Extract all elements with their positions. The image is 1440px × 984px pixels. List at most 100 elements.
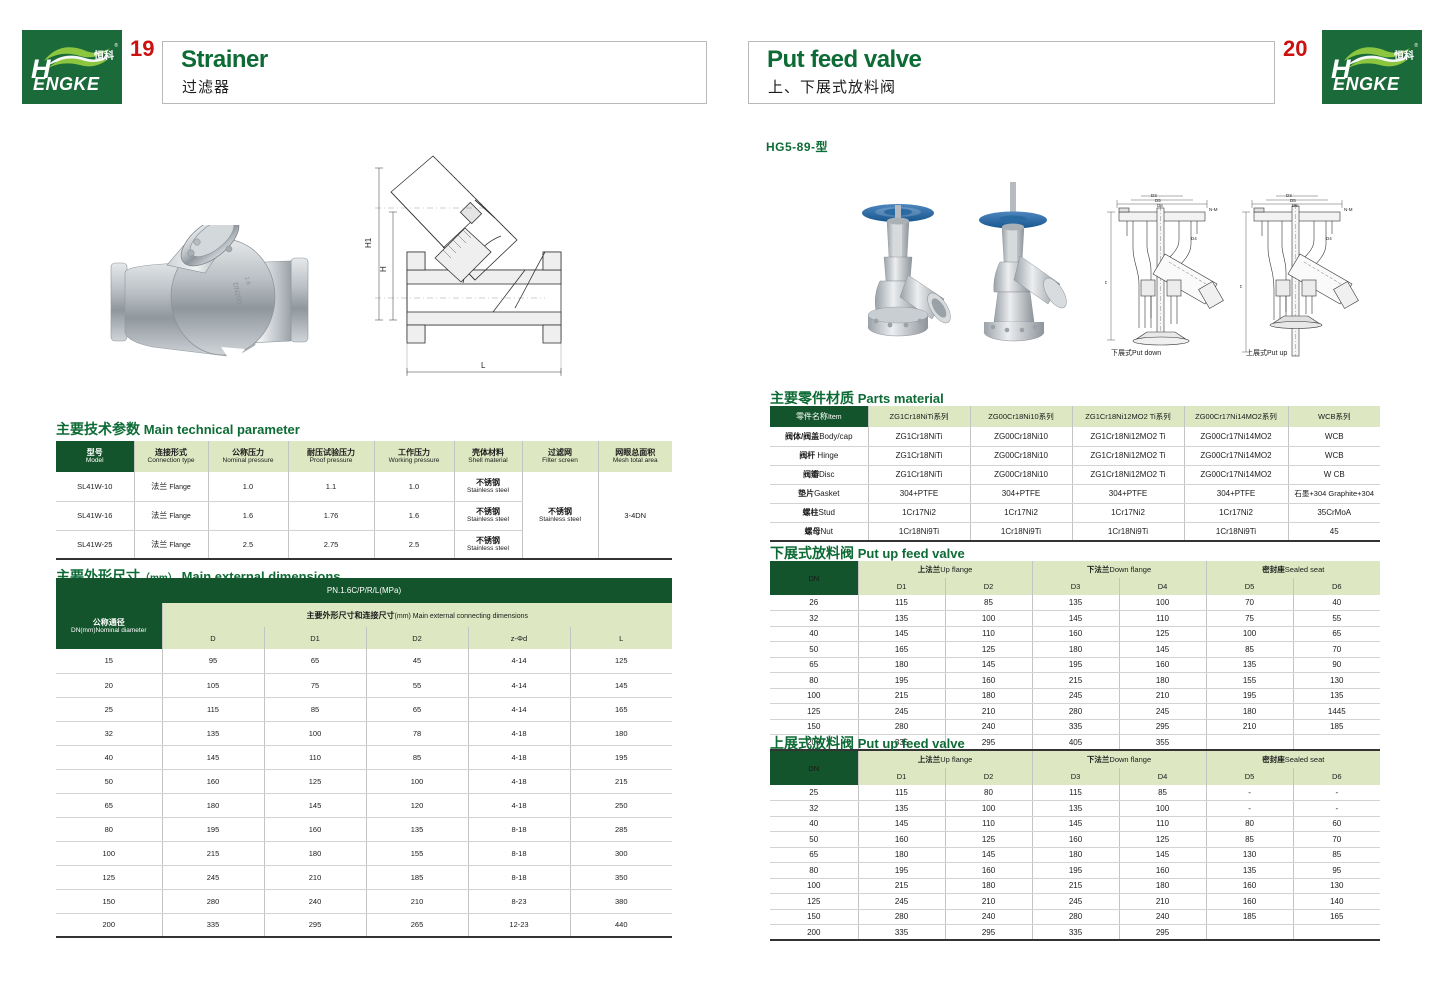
logo-chinese-name: 恒科	[1394, 51, 1414, 62]
cell-material: 1Cr17Ni2	[867, 503, 970, 523]
table-row: 200 335 295 335 295	[770, 924, 1381, 940]
table-row: 20 105 75 55 4-14 145	[56, 673, 673, 698]
cell-item: 阀瓣Disc	[770, 465, 868, 485]
cell-d2: 110	[944, 816, 1033, 832]
cell-dn: 50	[770, 831, 858, 848]
table-row: 65 180 145 195 160 135 90	[770, 657, 1381, 673]
page-number-right: 20	[1283, 36, 1308, 61]
cell-nominal: 1.6	[207, 501, 288, 531]
cell-d6	[1292, 924, 1381, 940]
cell-d5: 130	[1205, 847, 1294, 863]
th-dn: DN	[770, 751, 858, 785]
cell-L: 215	[569, 769, 673, 794]
th-D3: D3	[1031, 578, 1120, 595]
cell-dn: 32	[770, 800, 858, 817]
section-title-cn-left: 过滤器	[182, 79, 231, 96]
title-parts-material: 主要零件材质 Parts material	[770, 390, 944, 406]
cell-material: 1Cr18Ni9Ti	[969, 522, 1072, 541]
cell-item: 阀体/阀盖Body/cap	[770, 427, 868, 447]
section-drawing-put-down: D3 D5 D6 N-M D4 H	[1105, 188, 1235, 358]
table-header-row-cols: D D1 D2 z-Φd L	[56, 627, 673, 649]
cell-d2: 160	[944, 862, 1033, 879]
th-D6: D6	[1292, 578, 1381, 595]
table-row: 200 335 295 405 355	[770, 734, 1381, 750]
cell-D1: 125	[263, 769, 366, 794]
cell-D: 195	[161, 817, 264, 842]
th-D: D	[161, 627, 264, 649]
cell-proof: 1.1	[287, 472, 374, 502]
cell-filter-screen: 不锈钢 Stainless steel	[521, 472, 598, 560]
th-sealed-seat-group: 密封座Sealed seat	[1205, 751, 1381, 768]
th-nominal-diameter: 公称通径 DN(mm)Nominal diameter	[56, 603, 162, 649]
cell-D1: 100	[263, 721, 366, 746]
cell-shell: 不锈钢 Stainless steel	[453, 530, 522, 559]
cell-dn: 50	[770, 641, 858, 658]
cell-material: ZG00Cr18Ni10	[969, 446, 1072, 466]
cell-material: 1Cr18Ni9Ti	[1183, 522, 1288, 541]
table-row: SL41W-16 法兰 Flange 1.6 1.76 1.6 不锈钢 Stain…	[56, 501, 672, 531]
cell-d3: 180	[1031, 641, 1120, 658]
table-row: 80 195 160 195 160 135 95	[770, 862, 1381, 879]
cell-d3: 145	[1031, 816, 1120, 832]
th-D4: D4	[1118, 578, 1207, 595]
cell-d1: 145	[857, 626, 945, 642]
cell-D: 145	[161, 745, 264, 770]
cell-L: 165	[569, 697, 673, 722]
cell-d5: 185	[1205, 909, 1294, 925]
cell-dn: 65	[770, 847, 858, 863]
cell-d5: 155	[1205, 672, 1294, 689]
table-row: 100 215 180 155 8-18 300	[56, 841, 673, 866]
th-down-flange-group: 下法兰Down flange	[1031, 561, 1207, 578]
cell-d4: 180	[1118, 672, 1207, 689]
cell-D2: 185	[365, 865, 468, 890]
table-header-row-group: DN 上法兰Up flange 下法兰Down flange 密封座Sealed…	[770, 751, 1381, 785]
page-number-left: 19	[130, 36, 155, 61]
cell-dn: 100	[56, 841, 162, 866]
cell-zd: 4-18	[467, 745, 570, 770]
cell-D2: 85	[365, 745, 468, 770]
cell-material: 1Cr17Ni2	[1071, 503, 1184, 523]
cell-zd: 8-18	[467, 865, 570, 890]
cell-d1: 335	[857, 734, 945, 750]
cell-L: 125	[569, 649, 673, 674]
th-nominal-pressure: 公称压力 Nominal pressure	[207, 441, 288, 472]
cell-dn: 65	[56, 793, 162, 818]
cell-d1: 335	[857, 924, 945, 940]
cell-material: 1Cr17Ni2	[1183, 503, 1288, 523]
cell-material: ZG1Cr18Ni12MO2 Ti	[1071, 465, 1184, 485]
cell-d6: 85	[1292, 847, 1381, 863]
cell-d5: 85	[1205, 831, 1294, 848]
cell-D: 105	[161, 673, 264, 698]
cell-D1: 210	[263, 865, 366, 890]
model-label: HG5-89-型	[766, 140, 829, 154]
table-row: 80 195 160 135 8-18 285	[56, 817, 673, 842]
svg-text:N-M: N-M	[1344, 207, 1353, 212]
cell-d5: 135	[1205, 862, 1294, 879]
cell-D: 135	[161, 721, 264, 746]
cell-L: 180	[569, 721, 673, 746]
cell-working: 2.5	[373, 530, 454, 559]
registered-mark-icon: ®	[1414, 43, 1418, 49]
cell-d4: 100	[1118, 800, 1207, 817]
table-up-feed-valve: DN 上法兰Up flange 下法兰Down flange 密封座Sealed…	[770, 751, 1381, 941]
logo-letter-h: H	[31, 54, 50, 84]
cell-d2: 100	[944, 800, 1033, 817]
cell-material: 1Cr18Ni9Ti	[1071, 522, 1184, 541]
table-header-row: 型号 Model 连接形式 Connection type 公称压力 Nominal …	[56, 441, 672, 472]
table-row: 50 160 125 100 4-18 215	[56, 769, 673, 794]
cell-d6: 70	[1292, 831, 1381, 848]
cell-proof: 2.75	[287, 530, 374, 559]
cell-d2: 210	[944, 893, 1033, 910]
table-row: 26 115 85 135 100 70 40	[770, 595, 1381, 611]
cell-d6: 130	[1292, 672, 1381, 689]
cell-dn: 50	[56, 769, 162, 794]
cell-D2: 55	[365, 673, 468, 698]
cell-d3: 215	[1031, 878, 1120, 894]
dim-label-l: L	[481, 361, 486, 370]
th-D2: D2	[365, 627, 468, 649]
cell-d1: 135	[857, 610, 945, 627]
th-down-flange-group: 下法兰Down flange	[1031, 751, 1207, 768]
table-row: 25 115 85 65 4-14 165	[56, 697, 673, 722]
cell-d1: 135	[857, 800, 945, 817]
cell-d3: 405	[1031, 734, 1120, 750]
